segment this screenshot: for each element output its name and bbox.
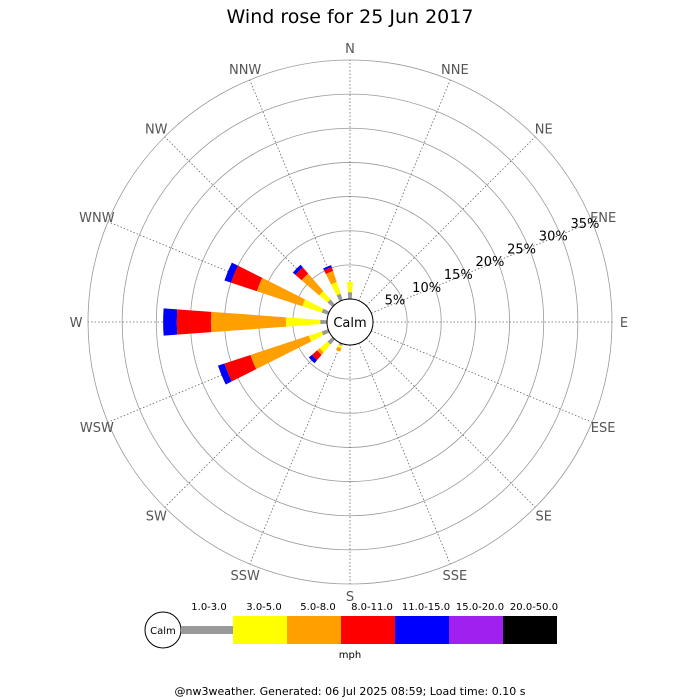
radial-tick-label: 30% <box>539 230 568 245</box>
wind-bar-segment <box>321 308 330 315</box>
grid-circle <box>155 127 545 517</box>
wind-bar-segment <box>224 262 238 283</box>
wind-bar-segment <box>325 270 337 285</box>
wind-bar-segment <box>319 341 331 353</box>
direction-label: SE <box>536 510 552 525</box>
legend-unit: mph <box>339 650 361 661</box>
radial-tick-label: 25% <box>507 242 536 257</box>
legend-swatch <box>287 616 341 644</box>
wind-bar-segment <box>302 299 324 313</box>
direction-line <box>358 79 451 301</box>
legend-swatch <box>341 616 395 644</box>
direction-label: NW <box>145 122 168 137</box>
wind-bar-segment <box>338 342 343 346</box>
legend-swatch <box>503 616 557 644</box>
wind-bar-segment <box>311 350 322 361</box>
legend-label: 15.0-20.0 <box>456 602 504 613</box>
direction-label: NE <box>535 122 553 137</box>
direction-label: W <box>70 316 83 331</box>
grid-circle <box>121 93 579 551</box>
direction-label: E <box>620 316 628 331</box>
direction-label: WNW <box>79 211 115 226</box>
legend-label: 11.0-15.0 <box>402 602 450 613</box>
wind-bar-segment <box>210 311 287 333</box>
wind-bar-segment <box>336 293 343 302</box>
wind-bar-segment <box>347 292 353 300</box>
wind-bar-segment <box>286 317 321 327</box>
direction-line <box>249 79 342 301</box>
wind-bar-segment <box>327 299 335 307</box>
wind-bar-segment <box>250 335 312 370</box>
legend-label: 5.0-8.0 <box>300 602 335 613</box>
footer-text: @nw3weather. Generated: 06 Jul 2025 08:5… <box>174 685 526 698</box>
legend-label: 1.0-3.0 <box>191 602 226 613</box>
wind-bar-segment <box>319 291 331 303</box>
direction-line <box>365 337 536 508</box>
legend-calm-label: Calm <box>150 626 176 637</box>
wind-bar-segment <box>295 267 309 281</box>
wind-bar-segment <box>317 348 324 355</box>
radial-tick-label: 20% <box>475 255 504 270</box>
legend-swatch <box>449 616 503 644</box>
wind-bar-segment <box>320 319 328 325</box>
direction-line <box>365 136 536 307</box>
wind-bar-segment <box>331 282 341 296</box>
direction-label: SW <box>146 510 167 525</box>
wind-bar-segment <box>230 265 263 292</box>
wind-bar-segment <box>347 281 353 293</box>
direction-line <box>358 343 451 565</box>
wind-bar-segment <box>256 277 306 307</box>
calm-circle <box>326 298 374 346</box>
wind-bar-segment <box>327 337 335 345</box>
direction-label: SSE <box>442 569 467 584</box>
direction-label: SSW <box>230 569 260 584</box>
direction-label: WSW <box>80 421 114 436</box>
direction-line <box>371 221 593 314</box>
direction-label: S <box>346 590 354 605</box>
direction-line <box>164 337 335 508</box>
wind-bar-segment <box>321 329 330 336</box>
wind-bar-segment <box>337 344 343 349</box>
wind-bar-segment <box>217 363 232 385</box>
direction-label: NNE <box>441 63 469 78</box>
direction-line <box>249 343 342 565</box>
radial-tick-label: 15% <box>444 268 473 283</box>
wind-bar-segment <box>323 265 332 271</box>
direction-label: ESE <box>591 421 616 436</box>
radial-tick-label: 35% <box>570 217 599 232</box>
wind-bar-segment <box>301 273 324 296</box>
calm-label: Calm <box>333 316 366 331</box>
direction-line <box>371 330 593 423</box>
radial-tick-label: 5% <box>385 294 406 309</box>
wind-bar-segment <box>292 264 303 275</box>
legend-swatch <box>181 626 233 634</box>
direction-label: NNW <box>229 63 261 78</box>
wind-bar-segment <box>308 331 324 342</box>
direction-label: N <box>345 42 355 57</box>
direction-label: ENE <box>590 211 616 226</box>
legend-label: 20.0-50.0 <box>510 602 558 613</box>
wind-bar-segment <box>163 308 178 336</box>
legend-swatch <box>233 616 287 644</box>
chart-title: Wind rose for 25 Jun 2017 <box>226 6 474 28</box>
legend-swatch <box>395 616 449 644</box>
radial-tick-label: 10% <box>412 281 441 296</box>
wind-bar-segment <box>176 309 212 335</box>
wind-bar-segment <box>324 267 334 275</box>
legend-label: 8.0-11.0 <box>351 602 393 613</box>
wind-bar-segment <box>224 354 257 382</box>
wind-bar-segment <box>308 354 318 364</box>
legend-label: 3.0-5.0 <box>246 602 281 613</box>
wind-bar-segment <box>335 346 342 352</box>
